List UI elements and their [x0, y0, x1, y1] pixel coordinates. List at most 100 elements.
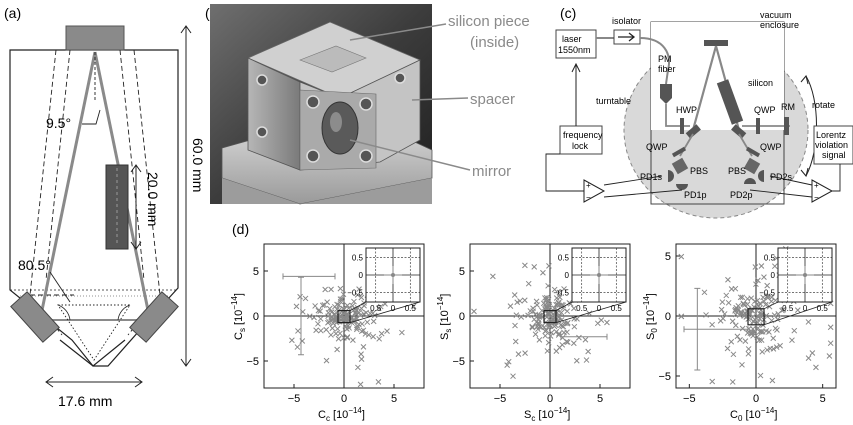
data-point	[709, 378, 716, 385]
angle-arc-right	[117, 304, 131, 321]
data-point	[758, 263, 765, 269]
inset-y-tick-label: 0	[565, 271, 570, 280]
pd1s	[668, 170, 674, 182]
data-point	[357, 381, 364, 388]
data-point	[543, 294, 550, 301]
data-point	[772, 325, 779, 332]
data-point	[546, 263, 552, 269]
x-tick-label: −5	[494, 393, 507, 405]
data-point	[545, 299, 552, 305]
rotate-label: rotate	[812, 100, 835, 110]
data-point	[351, 298, 357, 305]
pbs-left-label: PBS	[690, 166, 708, 176]
lorentz-label-3: signal	[822, 150, 846, 160]
data-point	[761, 274, 767, 280]
lorentz-label-2: violation	[815, 140, 848, 150]
data-point	[542, 301, 548, 308]
amp-left-plus: +	[586, 181, 591, 190]
inset-x-tick-label: 0.5	[817, 304, 829, 313]
inset-point	[803, 273, 807, 277]
inset-connector	[555, 301, 573, 311]
panel-d: (d) −5 5 0 0 5 −5 Cc [10−14] Cs [10−14] 0.5 0 −0.5…	[230, 221, 837, 423]
x-axis-label: Cc [10−14]	[318, 406, 365, 423]
data-point	[317, 315, 324, 322]
data-point	[399, 329, 405, 336]
data-point	[737, 336, 743, 343]
data-point	[805, 355, 812, 361]
freq-label-1: frequency	[563, 130, 603, 140]
data-point	[518, 314, 525, 320]
data-point	[732, 322, 739, 329]
inset-connector	[555, 301, 627, 323]
data-point	[319, 302, 326, 309]
data-point	[758, 337, 765, 343]
pbs-right	[743, 157, 761, 175]
panel-a-label: (a)	[4, 5, 21, 21]
data-point	[763, 312, 770, 319]
data-point	[752, 264, 759, 270]
data-point	[514, 299, 521, 306]
inset-x-tick-label: 0.5	[576, 304, 588, 313]
data-point	[755, 325, 761, 331]
inset-point	[391, 273, 395, 277]
inset-connector	[763, 301, 779, 310]
data-point	[536, 336, 543, 343]
lorentz-box	[813, 125, 853, 165]
data-point	[547, 333, 554, 339]
data-point	[562, 320, 568, 327]
data-point	[570, 340, 577, 347]
data-point	[330, 320, 337, 327]
data-point	[532, 311, 539, 318]
data-point	[333, 330, 339, 337]
data-point	[739, 361, 745, 368]
pd2p	[744, 178, 756, 184]
inset-y-tick-label: 0.5	[764, 254, 776, 263]
data-point	[604, 319, 610, 326]
inset-x-tick-label: 0	[391, 304, 396, 313]
laser-label-2: 1550nm	[558, 45, 591, 55]
data-point	[761, 298, 767, 305]
pd1p-label: PD1p	[684, 190, 707, 200]
data-point	[541, 324, 548, 331]
x-tick-label: 5	[391, 393, 397, 405]
data-point	[827, 324, 834, 331]
inset-x-tick-label: 0.5	[782, 304, 794, 313]
qwp-left-lower	[671, 146, 687, 158]
vacuum-label-2: enclosure	[760, 20, 799, 30]
inset-y-tick-label: −0.5	[759, 288, 775, 297]
fiber-collimator	[660, 84, 672, 104]
data-point	[297, 293, 303, 300]
qwp-right-lower	[745, 146, 761, 158]
data-point	[337, 296, 344, 302]
qwp-left-label: QWP	[646, 142, 668, 152]
data-point	[729, 318, 736, 325]
data-point	[344, 326, 350, 332]
data-point	[809, 350, 816, 356]
data-point	[312, 303, 318, 309]
pd2p-label: PD2p	[730, 190, 753, 200]
data-point	[728, 338, 735, 345]
data-point	[553, 328, 560, 335]
data-point	[346, 317, 353, 323]
data-point	[350, 337, 356, 343]
inset-y-tick-label: 0.5	[558, 254, 570, 263]
data-point	[328, 332, 334, 338]
dim-width-label: 17.6 mm	[58, 393, 112, 409]
data-point	[598, 317, 605, 323]
data-point	[571, 305, 577, 312]
data-point	[335, 335, 342, 342]
data-point	[559, 341, 566, 348]
data-point	[532, 331, 539, 338]
data-point	[529, 324, 536, 331]
qwp-right-label: QWP	[754, 105, 776, 115]
data-point	[336, 302, 342, 308]
data-point	[302, 295, 309, 302]
dim-spacer-arrows	[130, 164, 142, 250]
data-point	[354, 305, 361, 311]
v-bottom	[59, 339, 126, 367]
callout-silicon-line	[349, 23, 447, 41]
freq-label-2: lock	[572, 141, 589, 151]
amp-right	[811, 179, 834, 203]
data-point	[343, 312, 350, 318]
